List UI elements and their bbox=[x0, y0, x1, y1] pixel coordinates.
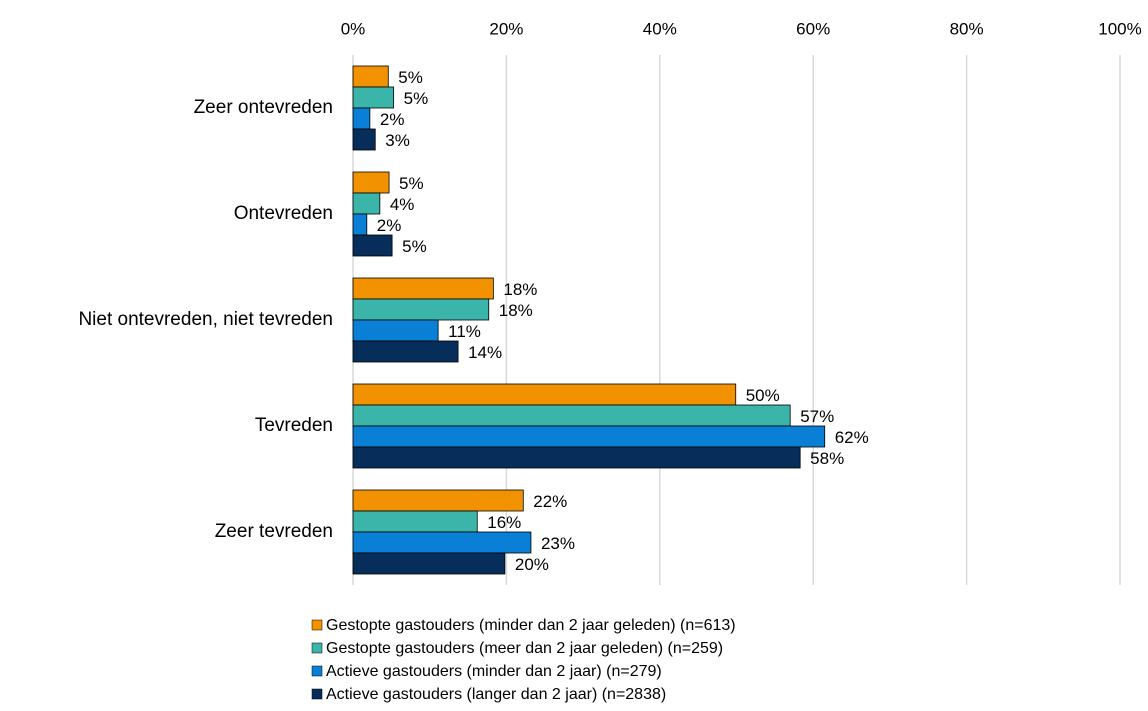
legend-label: Actieve gastouders (minder dan 2 jaar) (… bbox=[326, 663, 662, 680]
data-label: 18% bbox=[503, 280, 537, 299]
legend-label: Actieve gastouders (langer dan 2 jaar) (… bbox=[326, 686, 666, 703]
bar bbox=[352, 171, 390, 194]
data-label: 3% bbox=[385, 131, 410, 150]
bar bbox=[352, 277, 494, 300]
category-label: Tevreden bbox=[255, 415, 333, 436]
data-label: 5% bbox=[404, 89, 429, 108]
bar bbox=[352, 298, 490, 321]
data-label: 20% bbox=[515, 555, 549, 574]
bar bbox=[352, 86, 395, 109]
data-label: 14% bbox=[468, 343, 502, 362]
bar bbox=[352, 383, 737, 406]
category-label: Ontevreden bbox=[234, 203, 333, 224]
legend-swatch bbox=[311, 688, 323, 700]
bar bbox=[352, 489, 524, 512]
data-label: 50% bbox=[746, 386, 780, 405]
data-label: 18% bbox=[499, 301, 533, 320]
data-label: 11% bbox=[448, 322, 481, 341]
x-tick-label: 40% bbox=[643, 19, 677, 38]
legend-swatch bbox=[311, 619, 323, 631]
data-label: 5% bbox=[399, 174, 424, 193]
bar bbox=[352, 425, 826, 448]
x-tick-label: 20% bbox=[489, 19, 523, 38]
data-label: 57% bbox=[800, 407, 834, 426]
bar bbox=[352, 340, 459, 363]
category-label: Zeer tevreden bbox=[215, 521, 333, 542]
category-label: Niet ontevreden, niet tevreden bbox=[78, 309, 333, 330]
data-label: 2% bbox=[377, 216, 402, 235]
bar bbox=[352, 404, 791, 427]
bar bbox=[352, 65, 389, 88]
bar bbox=[352, 128, 376, 151]
data-label: 4% bbox=[390, 195, 415, 214]
x-tick-label: 100% bbox=[1098, 19, 1141, 38]
data-label: 5% bbox=[398, 68, 423, 87]
legend-label: Gestopte gastouders (minder dan 2 jaar g… bbox=[326, 617, 736, 634]
data-label: 23% bbox=[541, 534, 575, 553]
x-tick-label: 80% bbox=[950, 19, 984, 38]
bar bbox=[352, 531, 532, 554]
data-label: 58% bbox=[810, 449, 844, 468]
bar bbox=[352, 234, 393, 257]
bar bbox=[352, 552, 506, 575]
bar bbox=[352, 319, 439, 342]
bar bbox=[352, 107, 371, 130]
data-label: 16% bbox=[487, 513, 521, 532]
legend-swatch bbox=[311, 642, 323, 654]
legend-swatch bbox=[311, 665, 323, 677]
bar bbox=[352, 510, 478, 533]
x-tick-label: 60% bbox=[796, 19, 830, 38]
bar bbox=[352, 213, 368, 236]
legend-label: Gestopte gastouders (meer dan 2 jaar gel… bbox=[326, 640, 723, 657]
data-label: 2% bbox=[380, 110, 405, 129]
data-label: 5% bbox=[402, 237, 427, 256]
category-label: Zeer ontevreden bbox=[194, 97, 333, 118]
data-label: 62% bbox=[835, 428, 869, 447]
bar bbox=[352, 446, 801, 469]
data-label: 22% bbox=[533, 492, 567, 511]
bar bbox=[352, 192, 381, 215]
x-tick-label: 0% bbox=[341, 19, 366, 38]
